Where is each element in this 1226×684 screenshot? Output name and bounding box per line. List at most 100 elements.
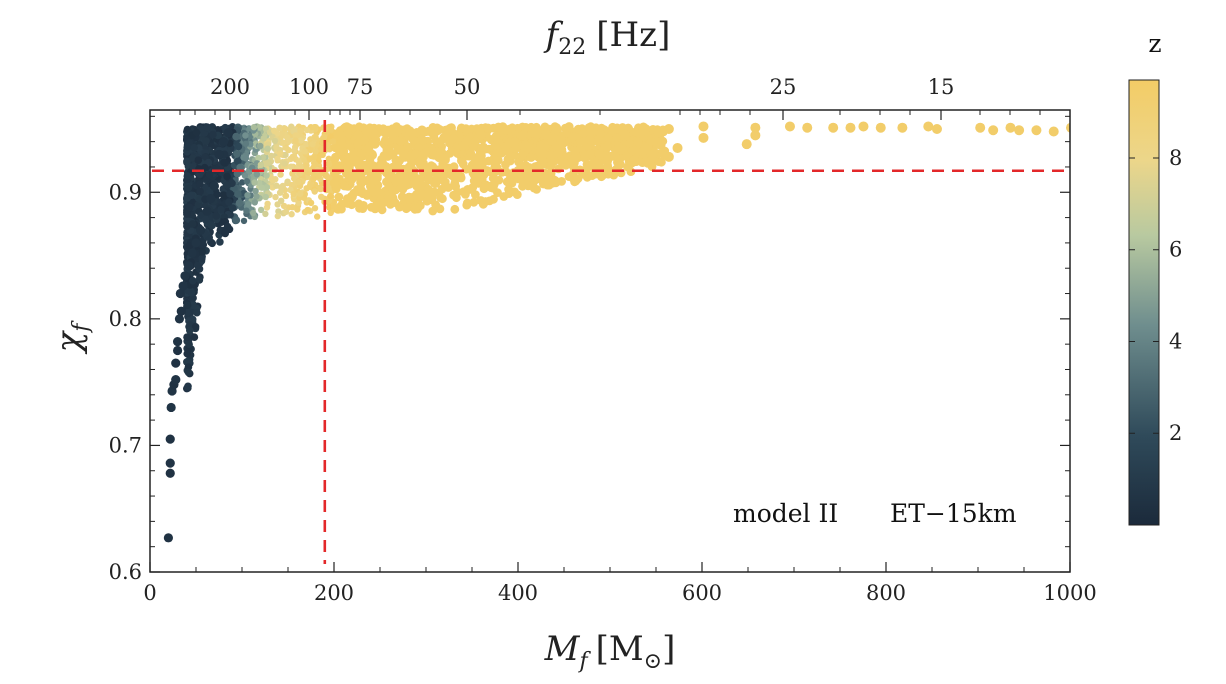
- scatter-point: [165, 468, 175, 478]
- scatter-point: [327, 126, 335, 133]
- scatter-point: [310, 153, 318, 161]
- scatter-point: [531, 174, 540, 183]
- scatter-point: [593, 157, 602, 167]
- scatter-point: [171, 375, 181, 385]
- scatter-point: [461, 137, 471, 147]
- scatter-point: [243, 178, 251, 185]
- scatter-point: [382, 177, 391, 187]
- scatter-point: [431, 136, 441, 146]
- scatter-point: [171, 358, 181, 368]
- scatter-point: [260, 135, 267, 142]
- scatter-point: [569, 153, 579, 163]
- scatter-point: [489, 194, 498, 204]
- scatter-point: [297, 137, 305, 144]
- x-tick-label: 200: [314, 581, 354, 605]
- scatter-point: [649, 149, 659, 158]
- scatter-point: [191, 238, 201, 248]
- scatter-point: [183, 143, 192, 151]
- scatter-point: [201, 215, 210, 224]
- scatter-point: [456, 173, 466, 183]
- scatter-point: [318, 193, 325, 200]
- scatter-point: [203, 124, 211, 132]
- scatter-point: [371, 139, 381, 148]
- scatter-point: [656, 141, 666, 151]
- scatter-point: [357, 149, 366, 159]
- scatter-point: [488, 183, 498, 193]
- scatter-point: [355, 158, 365, 168]
- scatter-point: [536, 140, 545, 150]
- scatter-point: [314, 213, 321, 220]
- scatter-point: [232, 216, 241, 224]
- scatter-point: [311, 205, 319, 212]
- scatter-point: [380, 135, 390, 145]
- scatter-point: [257, 142, 264, 150]
- scatter-point: [663, 151, 674, 162]
- scatter-point: [173, 345, 183, 356]
- colorbar-ticks: 2 4 6 8: [1129, 146, 1182, 445]
- scatter-point: [411, 149, 420, 159]
- scatter-point: [535, 148, 545, 158]
- scatter-point: [206, 194, 216, 204]
- scatter-point: [304, 206, 311, 214]
- scatter-point: [361, 126, 371, 135]
- scatter-point: [412, 189, 422, 199]
- y-tick-label: 0.6: [109, 560, 142, 584]
- scatter-point: [273, 182, 280, 189]
- scatter-point: [1048, 126, 1059, 137]
- scatter-point: [750, 130, 761, 141]
- scatter-point: [257, 161, 265, 168]
- top-tick-label: 75: [347, 75, 374, 99]
- scatter-point: [189, 277, 197, 285]
- scatter-point: [502, 177, 512, 187]
- y-axis-label: χf: [49, 320, 94, 355]
- scatter-point: [209, 130, 217, 139]
- scatter-point: [235, 199, 244, 207]
- x-tick-label: 1000: [1043, 581, 1096, 605]
- scatter-point: [166, 402, 176, 413]
- scatter-point: [378, 198, 388, 208]
- scatter-point: [198, 242, 207, 250]
- scatter-point: [587, 171, 597, 181]
- scatter-point: [468, 183, 478, 192]
- scatter-point: [223, 181, 231, 189]
- scatter-point: [180, 271, 190, 281]
- scatter-point: [183, 172, 192, 180]
- scatter-point: [501, 160, 510, 170]
- colorbar-tick-label: 2: [1169, 421, 1182, 445]
- colorbar-tick-label: 6: [1169, 238, 1182, 262]
- scatter-point: [375, 162, 385, 172]
- scatter-point: [301, 148, 309, 155]
- scatter-point: [629, 155, 640, 166]
- scatter-point: [326, 204, 333, 211]
- scatter-point: [511, 144, 520, 154]
- scatter-point: [379, 151, 389, 161]
- scatter-point: [561, 123, 570, 133]
- scatter-point: [282, 125, 289, 132]
- scatter-point: [401, 181, 411, 190]
- scatter-point: [307, 199, 315, 207]
- colorbar-tick-label: 4: [1169, 329, 1182, 353]
- scatter-point: [461, 164, 471, 174]
- scatter-point: [249, 164, 256, 171]
- scatter-point: [627, 146, 637, 156]
- scatter-point: [277, 171, 284, 178]
- scatter-point: [223, 222, 232, 231]
- scatter-point: [202, 206, 212, 216]
- scatter-point: [301, 156, 308, 164]
- scatter-point: [282, 192, 290, 200]
- scatter-point: [828, 122, 839, 133]
- scatter-point: [292, 132, 299, 139]
- scatter-point: [534, 162, 544, 172]
- scatter-point: [268, 152, 275, 160]
- x-axis-label: Mf [M⊙]: [544, 629, 676, 674]
- scatter-point: [198, 254, 206, 263]
- scatter-point: [365, 154, 375, 164]
- scatter-point: [191, 323, 200, 331]
- scatter-point: [436, 193, 445, 202]
- scatter-point: [488, 173, 498, 183]
- scatter-point: [242, 155, 250, 162]
- top-tick-label: 100: [289, 75, 329, 99]
- scatter-point: [256, 124, 263, 131]
- scatter-point: [546, 160, 556, 170]
- scatter-point: [543, 180, 552, 190]
